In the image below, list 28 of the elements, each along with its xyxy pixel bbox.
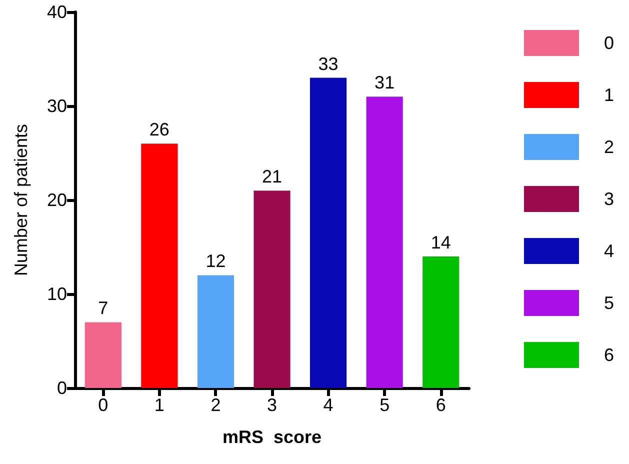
x-tick-label: 3 <box>266 395 278 415</box>
y-axis-title: Number of patients <box>11 124 31 276</box>
x-tick-label: 4 <box>323 395 334 415</box>
x-tick-label: 1 <box>154 395 164 415</box>
data-label: 21 <box>262 166 282 187</box>
data-label: 31 <box>374 72 395 93</box>
y-tick-label: 20 <box>46 190 67 210</box>
data-label: 26 <box>149 120 170 140</box>
data-label: 33 <box>318 54 338 74</box>
y-tick-label: 0 <box>56 378 67 398</box>
legend-label: 4 <box>604 241 614 261</box>
data-label: 12 <box>206 251 226 272</box>
legend-label: 1 <box>604 85 614 105</box>
data-label: 14 <box>430 232 451 252</box>
legend-label: 5 <box>604 293 614 313</box>
x-tick-label: 0 <box>98 395 108 415</box>
x-tick-label: 2 <box>210 395 221 415</box>
y-tick-label: 40 <box>46 2 67 22</box>
legend-label: 2 <box>604 137 614 157</box>
y-tick-label: 30 <box>46 96 67 116</box>
legend-label: 6 <box>604 345 614 365</box>
legend-label: 3 <box>604 189 614 209</box>
y-tick-label: 10 <box>46 284 67 304</box>
x-axis-title: mRS score <box>222 427 322 447</box>
legend-label: 0 <box>604 33 614 53</box>
data-label: 7 <box>98 298 108 318</box>
x-tick-label: 6 <box>436 395 446 415</box>
x-tick-label: 5 <box>380 395 390 415</box>
